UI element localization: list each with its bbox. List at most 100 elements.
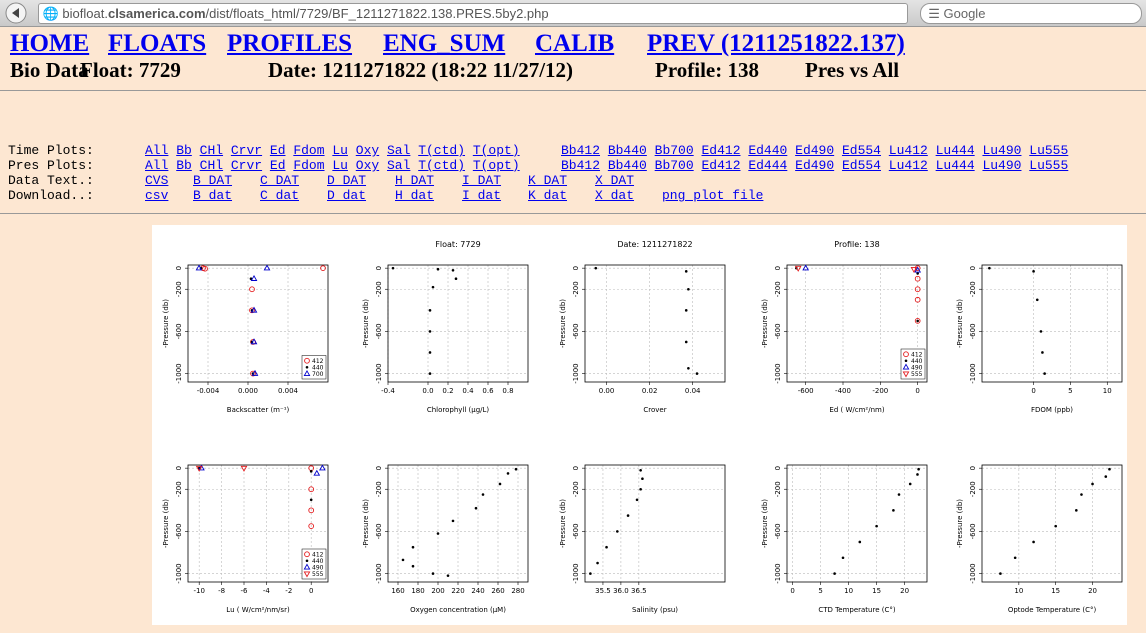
link[interactable]: Ed444 [748, 158, 788, 173]
url-bar[interactable]: 🌐 biofloat.clsamerica.com/dist/floats_ht… [38, 3, 908, 24]
link[interactable]: CHl [199, 143, 224, 158]
link[interactable]: Bb412 [561, 158, 601, 173]
nav-link[interactable]: HOME [10, 30, 90, 57]
point [309, 498, 313, 502]
link[interactable]: Lu490 [982, 143, 1022, 158]
x-axis-label: CTD Temperature (C°) [818, 606, 895, 614]
rule [0, 213, 1146, 214]
nav-link[interactable]: PREV (1211251822.137) [647, 30, 905, 57]
point [841, 556, 845, 560]
link[interactable]: Ed [269, 143, 286, 158]
link[interactable]: Bb412 [561, 143, 601, 158]
point [428, 330, 432, 333]
link[interactable]: Sal [386, 143, 411, 158]
link[interactable]: CVS [145, 173, 169, 188]
link[interactable]: C DAT [260, 173, 300, 188]
point [626, 514, 630, 517]
link[interactable]: Lu444 [935, 143, 975, 158]
point [401, 558, 405, 562]
link[interactable]: Bb700 [654, 143, 694, 158]
nav-link[interactable]: PROFILES [227, 30, 353, 57]
point [914, 286, 921, 293]
link[interactable]: D dat [327, 188, 367, 203]
link[interactable]: Lu412 [888, 158, 928, 173]
link[interactable]: T(opt) [472, 143, 520, 158]
link[interactable]: Lu [332, 143, 348, 158]
link[interactable]: Ed554 [841, 143, 881, 158]
point [514, 467, 518, 471]
search-box[interactable]: ☰ Google [920, 3, 1142, 24]
link[interactable]: D DAT [327, 173, 367, 188]
legend-marker [303, 571, 311, 578]
legend-marker [303, 370, 311, 377]
link[interactable]: K DAT [528, 173, 568, 188]
point [684, 340, 688, 344]
x-tick-label: 0 [915, 387, 919, 395]
link[interactable]: T(opt) [472, 158, 520, 173]
link[interactable]: png plot file [662, 188, 764, 203]
link[interactable]: Ed412 [701, 143, 741, 158]
link[interactable]: B dat [193, 188, 233, 203]
point [833, 572, 836, 575]
info-text: Date: 1211271822 (18:22 11/27/12) [268, 58, 574, 82]
link[interactable]: Lu412 [888, 143, 928, 158]
link[interactable]: Ed440 [748, 143, 788, 158]
link[interactable]: All [145, 158, 169, 173]
link[interactable]: Lu [332, 158, 348, 173]
link[interactable]: Oxy [355, 158, 380, 173]
link[interactable]: Ed412 [701, 158, 741, 173]
link[interactable]: Bb [176, 158, 192, 173]
back-button[interactable] [4, 1, 34, 25]
link[interactable]: Lu555 [1029, 158, 1069, 173]
plot-title: Date: 1211271822 [617, 240, 692, 249]
link[interactable]: K dat [528, 188, 568, 203]
link[interactable]: H dat [395, 188, 435, 203]
point [506, 472, 510, 475]
link[interactable]: H DAT [395, 173, 435, 188]
link[interactable]: X DAT [595, 173, 635, 188]
link[interactable]: Oxy [355, 143, 380, 158]
point [195, 465, 203, 472]
link[interactable]: Ed490 [795, 143, 835, 158]
plot-box [387, 264, 529, 383]
link[interactable]: C dat [260, 188, 300, 203]
link[interactable]: csv [145, 188, 169, 203]
link[interactable]: All [145, 143, 169, 158]
link[interactable]: Crvr [230, 143, 263, 158]
x-tick-label: 5 [818, 587, 822, 595]
link[interactable]: Bb700 [654, 158, 694, 173]
link[interactable]: Bb440 [607, 143, 647, 158]
link[interactable]: Crvr [230, 158, 263, 173]
link[interactable]: B DAT [193, 173, 233, 188]
link[interactable]: Lu555 [1029, 143, 1069, 158]
link[interactable]: Ed554 [841, 158, 881, 173]
y-tick-label: 0 [969, 466, 977, 470]
nav-link[interactable]: ENG_SUM [383, 30, 506, 57]
point [639, 487, 642, 491]
link[interactable]: Ed490 [795, 158, 835, 173]
link[interactable]: Fdom [293, 158, 325, 173]
link[interactable]: Ed [269, 158, 286, 173]
point [436, 267, 440, 271]
y-tick-label: -200 [175, 481, 183, 497]
nav-link[interactable]: CALIB [535, 30, 615, 57]
link[interactable]: T(ctd) [418, 158, 466, 173]
nav-link[interactable]: FLOATS [108, 30, 207, 57]
legend-marker [304, 357, 310, 364]
point [589, 572, 592, 575]
link[interactable]: X dat [595, 188, 635, 203]
link[interactable]: Sal [386, 158, 411, 173]
point [1043, 372, 1046, 375]
x-tick-label: 0.00 [599, 387, 615, 395]
link-group: Bb412 Bb440 Bb700 Ed412 Ed444 Ed490 Ed55… [561, 158, 1068, 173]
link[interactable]: I dat [462, 188, 502, 203]
link[interactable]: Lu490 [982, 158, 1022, 173]
link[interactable]: Lu444 [935, 158, 975, 173]
link[interactable]: Bb440 [607, 158, 647, 173]
y-tick-label: -1000 [375, 363, 383, 383]
link[interactable]: CHl [199, 158, 224, 173]
link[interactable]: I DAT [462, 173, 502, 188]
link[interactable]: Fdom [293, 143, 325, 158]
link[interactable]: Bb [176, 143, 192, 158]
link[interactable]: T(ctd) [418, 143, 466, 158]
